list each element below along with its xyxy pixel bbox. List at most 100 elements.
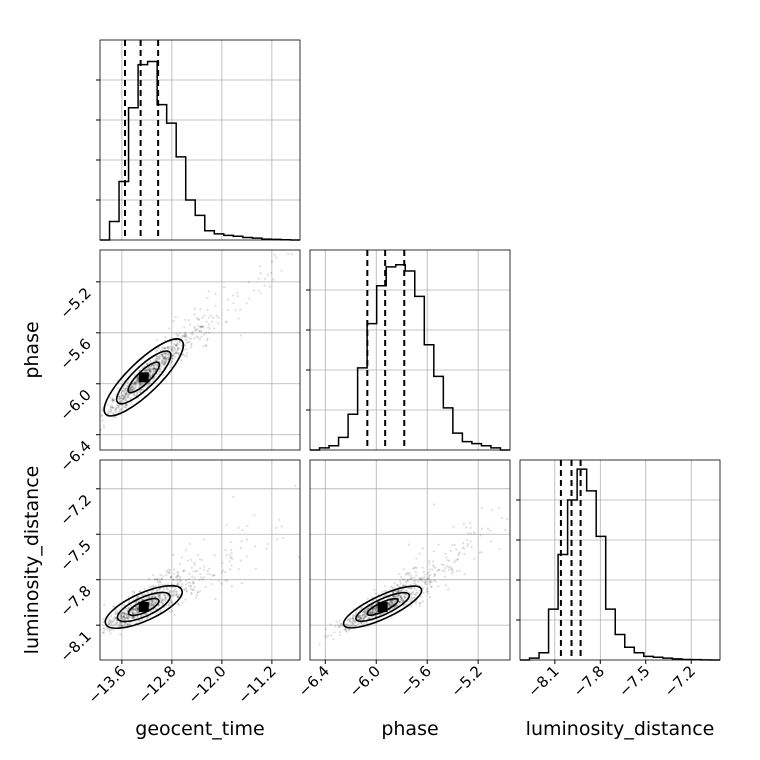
- scatter-point: [193, 313, 196, 316]
- scatter-point: [119, 624, 122, 627]
- scatter-point: [354, 620, 357, 624]
- scatter-point: [163, 356, 166, 359]
- scatter-point: [418, 552, 421, 555]
- scatter-point: [176, 575, 179, 578]
- scatter-point: [215, 314, 218, 317]
- scatter-point: [450, 568, 453, 571]
- scatter-point: [181, 601, 184, 604]
- scatter-point: [127, 608, 130, 611]
- scatter-point: [134, 609, 137, 612]
- scatter-point: [198, 337, 202, 341]
- scatter-point: [185, 348, 188, 351]
- scatter-point: [553, 447, 555, 449]
- scatter-point: [236, 291, 239, 294]
- scatter-point: [149, 359, 152, 363]
- scatter-point: [125, 607, 128, 610]
- scatter-point: [155, 355, 159, 358]
- scatter-point: [141, 594, 144, 597]
- contour-level-1: [104, 584, 183, 630]
- scatter-point: [491, 508, 494, 511]
- scatter-point: [132, 611, 135, 614]
- scatter-point: [171, 609, 174, 613]
- scatter-point: [176, 596, 179, 599]
- scatter-point: [158, 597, 161, 600]
- scatter-point: [146, 384, 149, 387]
- scatter-point: [456, 558, 459, 561]
- scatter-point: [444, 584, 447, 587]
- scatter-point: [371, 611, 374, 614]
- scatter-point: [152, 372, 155, 375]
- scatter-point: [367, 606, 370, 609]
- scatter-point: [373, 607, 377, 610]
- scatter-point: [94, 629, 96, 631]
- scatter-point: [127, 615, 130, 618]
- scatter-point: [399, 598, 403, 602]
- scatter-point: [407, 543, 410, 546]
- scatter-point: [411, 592, 414, 595]
- scatter-point: [198, 578, 201, 582]
- scatter-point: [449, 566, 453, 569]
- scatter-point: [399, 582, 403, 585]
- scatter-point: [107, 410, 110, 413]
- scatter-point: [185, 339, 188, 342]
- scatter-point: [153, 578, 157, 581]
- scatter-point: [399, 601, 402, 604]
- scatter-point: [135, 391, 138, 394]
- scatter-point: [128, 388, 131, 392]
- scatter-point: [229, 568, 232, 571]
- scatter-point: [202, 326, 205, 329]
- scatter-point: [134, 387, 137, 390]
- scatter-point: [412, 596, 415, 599]
- scatter-point: [174, 343, 178, 346]
- scatter-point: [206, 338, 209, 342]
- scatter-point: [181, 334, 185, 337]
- scatter-point: [164, 594, 167, 597]
- scatter-point: [393, 446, 395, 448]
- scatter-point: [360, 606, 363, 610]
- scatter-point: [409, 592, 413, 596]
- scatter-point: [304, 509, 306, 511]
- scatter-point: [362, 616, 366, 619]
- y-tick-label: −7.5: [56, 536, 94, 574]
- scatter-point: [467, 531, 470, 535]
- scatter-point: [363, 612, 366, 615]
- scatter-point: [133, 608, 137, 611]
- scatter-point: [415, 602, 418, 605]
- scatter-point: [450, 568, 454, 571]
- scatter-point: [159, 355, 162, 358]
- scatter-point: [202, 345, 205, 348]
- scatter-point: [397, 589, 400, 592]
- scatter-point: [159, 354, 162, 357]
- scatter-point: [431, 568, 434, 571]
- scatter-point: [140, 382, 144, 386]
- scatter-point: [367, 616, 370, 620]
- scatter-point: [170, 345, 173, 348]
- scatter-point: [125, 391, 128, 394]
- scatter-point: [187, 584, 191, 587]
- scatter-point: [123, 611, 126, 615]
- scatter-point: [132, 381, 136, 384]
- scatter-point: [193, 325, 196, 328]
- scatter-point: [363, 616, 366, 619]
- scatter-point: [127, 606, 130, 610]
- scatter-point: [129, 387, 132, 390]
- scatter-point: [199, 572, 202, 576]
- scatter-point: [394, 595, 397, 598]
- scatter-point: [183, 335, 186, 338]
- y-tick-label: −5.6: [56, 335, 94, 373]
- scatter-point: [486, 527, 490, 530]
- scatter-point: [122, 616, 125, 619]
- scatter-point: [399, 595, 403, 598]
- scatter-point: [127, 599, 131, 602]
- scatter-point: [134, 381, 137, 385]
- scatter-point: [162, 366, 165, 369]
- scatter-point: [100, 428, 103, 431]
- x-tick-label: −13.6: [84, 662, 129, 707]
- scatter-point: [120, 616, 123, 619]
- scatter-point: [200, 576, 203, 579]
- scatter-point: [409, 592, 412, 595]
- scatter-point: [428, 578, 431, 581]
- scatter-point: [147, 370, 150, 373]
- scatter-point: [176, 572, 180, 575]
